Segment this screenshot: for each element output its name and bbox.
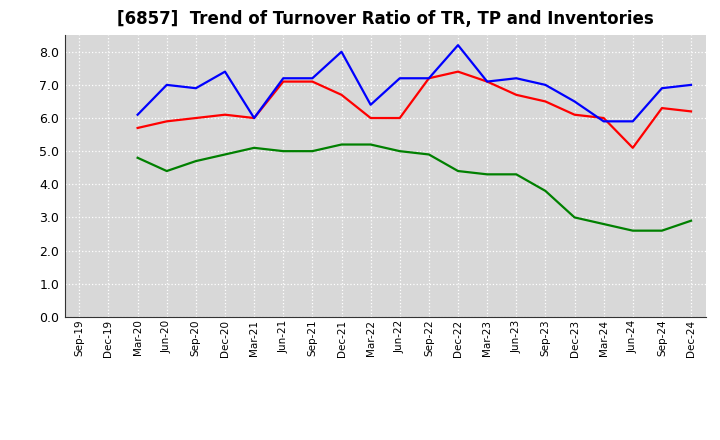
Inventories bbox=[163, 169, 171, 174]
Trade Payables bbox=[308, 76, 317, 81]
Inventories bbox=[279, 149, 287, 154]
Trade Receivables bbox=[133, 125, 142, 131]
Trade Payables bbox=[483, 79, 492, 84]
Trade Payables bbox=[570, 99, 579, 104]
Trade Receivables bbox=[192, 115, 200, 121]
Trade Receivables bbox=[541, 99, 550, 104]
Trade Receivables bbox=[454, 69, 462, 74]
Trade Payables bbox=[163, 82, 171, 88]
Trade Receivables bbox=[425, 76, 433, 81]
Trade Payables bbox=[366, 102, 375, 107]
Inventories bbox=[337, 142, 346, 147]
Trade Payables bbox=[687, 82, 696, 88]
Inventories bbox=[366, 142, 375, 147]
Trade Payables bbox=[279, 76, 287, 81]
Inventories bbox=[483, 172, 492, 177]
Trade Payables bbox=[454, 43, 462, 48]
Inventories bbox=[687, 218, 696, 224]
Trade Payables bbox=[337, 49, 346, 55]
Trade Payables bbox=[541, 82, 550, 88]
Trade Receivables bbox=[483, 79, 492, 84]
Trade Receivables bbox=[220, 112, 229, 117]
Inventories bbox=[250, 145, 258, 150]
Inventories bbox=[425, 152, 433, 157]
Trade Receivables bbox=[395, 115, 404, 121]
Line: Inventories: Inventories bbox=[138, 144, 691, 231]
Inventories bbox=[308, 149, 317, 154]
Inventories bbox=[512, 172, 521, 177]
Title: [6857]  Trend of Turnover Ratio of TR, TP and Inventories: [6857] Trend of Turnover Ratio of TR, TP… bbox=[117, 10, 654, 28]
Inventories bbox=[133, 155, 142, 161]
Inventories bbox=[629, 228, 637, 233]
Line: Trade Receivables: Trade Receivables bbox=[138, 72, 691, 148]
Trade Payables bbox=[629, 119, 637, 124]
Inventories bbox=[454, 169, 462, 174]
Trade Receivables bbox=[629, 145, 637, 150]
Trade Receivables bbox=[657, 106, 666, 111]
Trade Payables bbox=[599, 119, 608, 124]
Trade Receivables bbox=[337, 92, 346, 98]
Trade Payables bbox=[220, 69, 229, 74]
Trade Payables bbox=[133, 112, 142, 117]
Trade Receivables bbox=[570, 112, 579, 117]
Inventories bbox=[220, 152, 229, 157]
Trade Payables bbox=[657, 85, 666, 91]
Trade Receivables bbox=[599, 115, 608, 121]
Trade Payables bbox=[395, 76, 404, 81]
Trade Receivables bbox=[687, 109, 696, 114]
Trade Receivables bbox=[250, 115, 258, 121]
Trade Receivables bbox=[308, 79, 317, 84]
Trade Receivables bbox=[512, 92, 521, 98]
Inventories bbox=[192, 158, 200, 164]
Trade Payables bbox=[192, 85, 200, 91]
Inventories bbox=[541, 188, 550, 194]
Trade Receivables bbox=[366, 115, 375, 121]
Inventories bbox=[395, 149, 404, 154]
Trade Receivables bbox=[279, 79, 287, 84]
Trade Payables bbox=[250, 115, 258, 121]
Line: Trade Payables: Trade Payables bbox=[138, 45, 691, 121]
Trade Payables bbox=[512, 76, 521, 81]
Trade Receivables bbox=[163, 119, 171, 124]
Inventories bbox=[657, 228, 666, 233]
Trade Payables bbox=[425, 76, 433, 81]
Inventories bbox=[599, 221, 608, 227]
Inventories bbox=[570, 215, 579, 220]
